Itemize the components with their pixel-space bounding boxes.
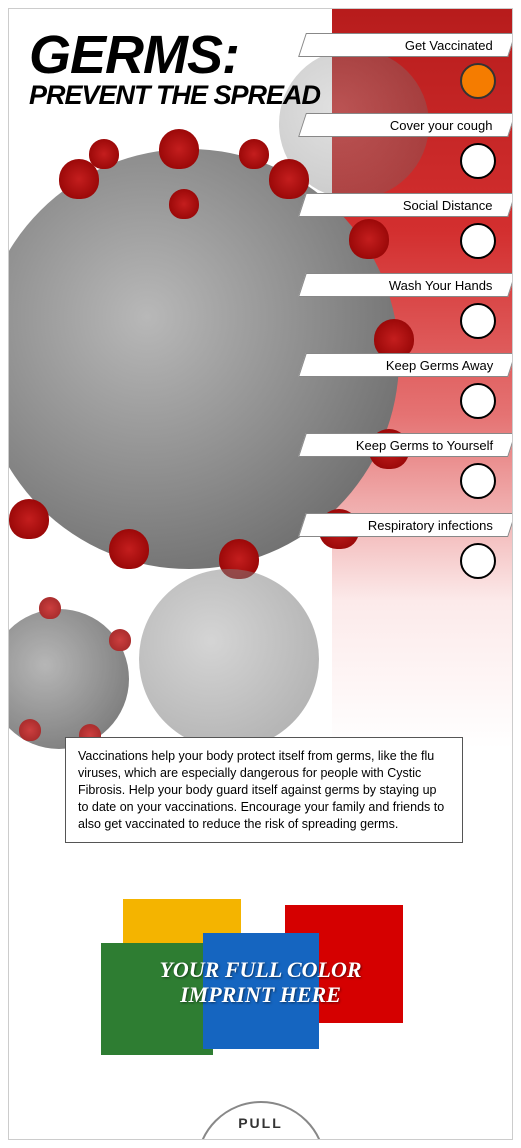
tab-respiratory-infections[interactable]: Respiratory infections [312,513,512,537]
imprint-text: YOUR FULL COLOR IMPRINT HERE [101,957,421,1008]
tab-indicator-dot [460,143,496,179]
virus-illustration-small [8,609,129,749]
pull-label: PULL [238,1115,283,1131]
title-line-1: GERMS: [29,31,320,80]
info-text-box: Vaccinations help your body protect itse… [65,737,463,843]
tab-indicator-dot [460,463,496,499]
tab-label: Keep Germs Away [386,358,493,373]
tab-indicator-dot [460,383,496,419]
tab-indicator-dot [460,543,496,579]
main-title: GERMS: PREVENT THE SPREAD [29,31,320,109]
tab-keep-germs-away[interactable]: Keep Germs Away [312,353,512,377]
tab-indicator-dot [460,63,496,99]
tab-label: Respiratory infections [368,518,493,533]
slide-card: GERMS: PREVENT THE SPREAD Get Vaccinated [8,8,513,1140]
virus-illustration-faded [139,569,319,749]
tab-label: Cover your cough [390,118,493,133]
tab-keep-germs-yourself[interactable]: Keep Germs to Yourself [312,433,512,457]
tab-social-distance[interactable]: Social Distance [312,193,512,217]
tab-indicator-dot [460,223,496,259]
info-text: Vaccinations help your body protect itse… [78,749,444,831]
tab-indicator-dot [460,303,496,339]
pull-tab[interactable]: PULL [196,1101,326,1140]
tab-get-vaccinated[interactable]: Get Vaccinated [312,33,512,57]
tab-wash-hands[interactable]: Wash Your Hands [312,273,512,297]
imprint-placeholder: YOUR FULL COLOR IMPRINT HERE [101,899,421,1069]
imprint-line-1: YOUR FULL COLOR [101,957,421,982]
tab-label: Social Distance [403,198,493,213]
imprint-line-2: IMPRINT HERE [101,982,421,1007]
tab-cover-cough[interactable]: Cover your cough [312,113,512,137]
tab-label: Keep Germs to Yourself [356,438,493,453]
tab-label: Wash Your Hands [389,278,493,293]
tab-label: Get Vaccinated [405,38,493,53]
title-line-2: PREVENT THE SPREAD [29,82,320,109]
topic-tabs: Get Vaccinated Cover your cough Social D… [312,33,512,593]
